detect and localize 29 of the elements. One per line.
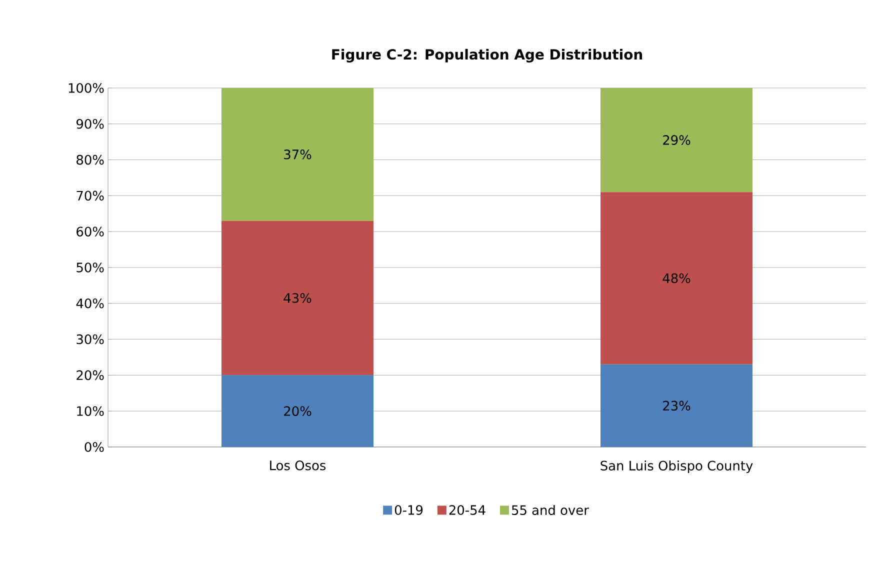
y-tick-label: 10% [77, 406, 104, 416]
y-tick-label: 30% [76, 334, 104, 344]
data-label: 20% [284, 406, 312, 416]
y-tick-label: 70% [76, 190, 104, 201]
x-tick-label: Los Osos [270, 460, 326, 470]
y-tick-label: 60% [76, 226, 104, 236]
data-label: 29% [663, 135, 690, 145]
y-tick-label: 90% [76, 118, 104, 129]
bar [222, 220, 374, 376]
bar [600, 88, 753, 192]
data-label: 23% [663, 400, 690, 411]
y-tick-label: 20% [76, 370, 104, 380]
bar [222, 88, 374, 221]
legend-label: 0-19 [394, 505, 423, 515]
legend-label: 55 and over [512, 505, 589, 516]
data-label: 37% [284, 150, 312, 160]
x-tick-label: San Luis Obispo County [600, 460, 753, 474]
y-tick-label: 80% [76, 154, 104, 165]
data-label: 48% [662, 273, 690, 284]
bar [222, 375, 374, 447]
y-tick-label: 100% [68, 83, 104, 93]
y-tick-label: 50% [76, 262, 104, 272]
legend-label: 20-54 [449, 505, 486, 515]
bar [600, 364, 753, 447]
y-tick-label: 0% [84, 442, 104, 452]
bar [600, 192, 753, 364]
data-label: 43% [284, 293, 312, 303]
chart-title: Figure C-2: Population Age Distribution [332, 48, 642, 62]
y-tick-label: 40% [76, 298, 104, 308]
